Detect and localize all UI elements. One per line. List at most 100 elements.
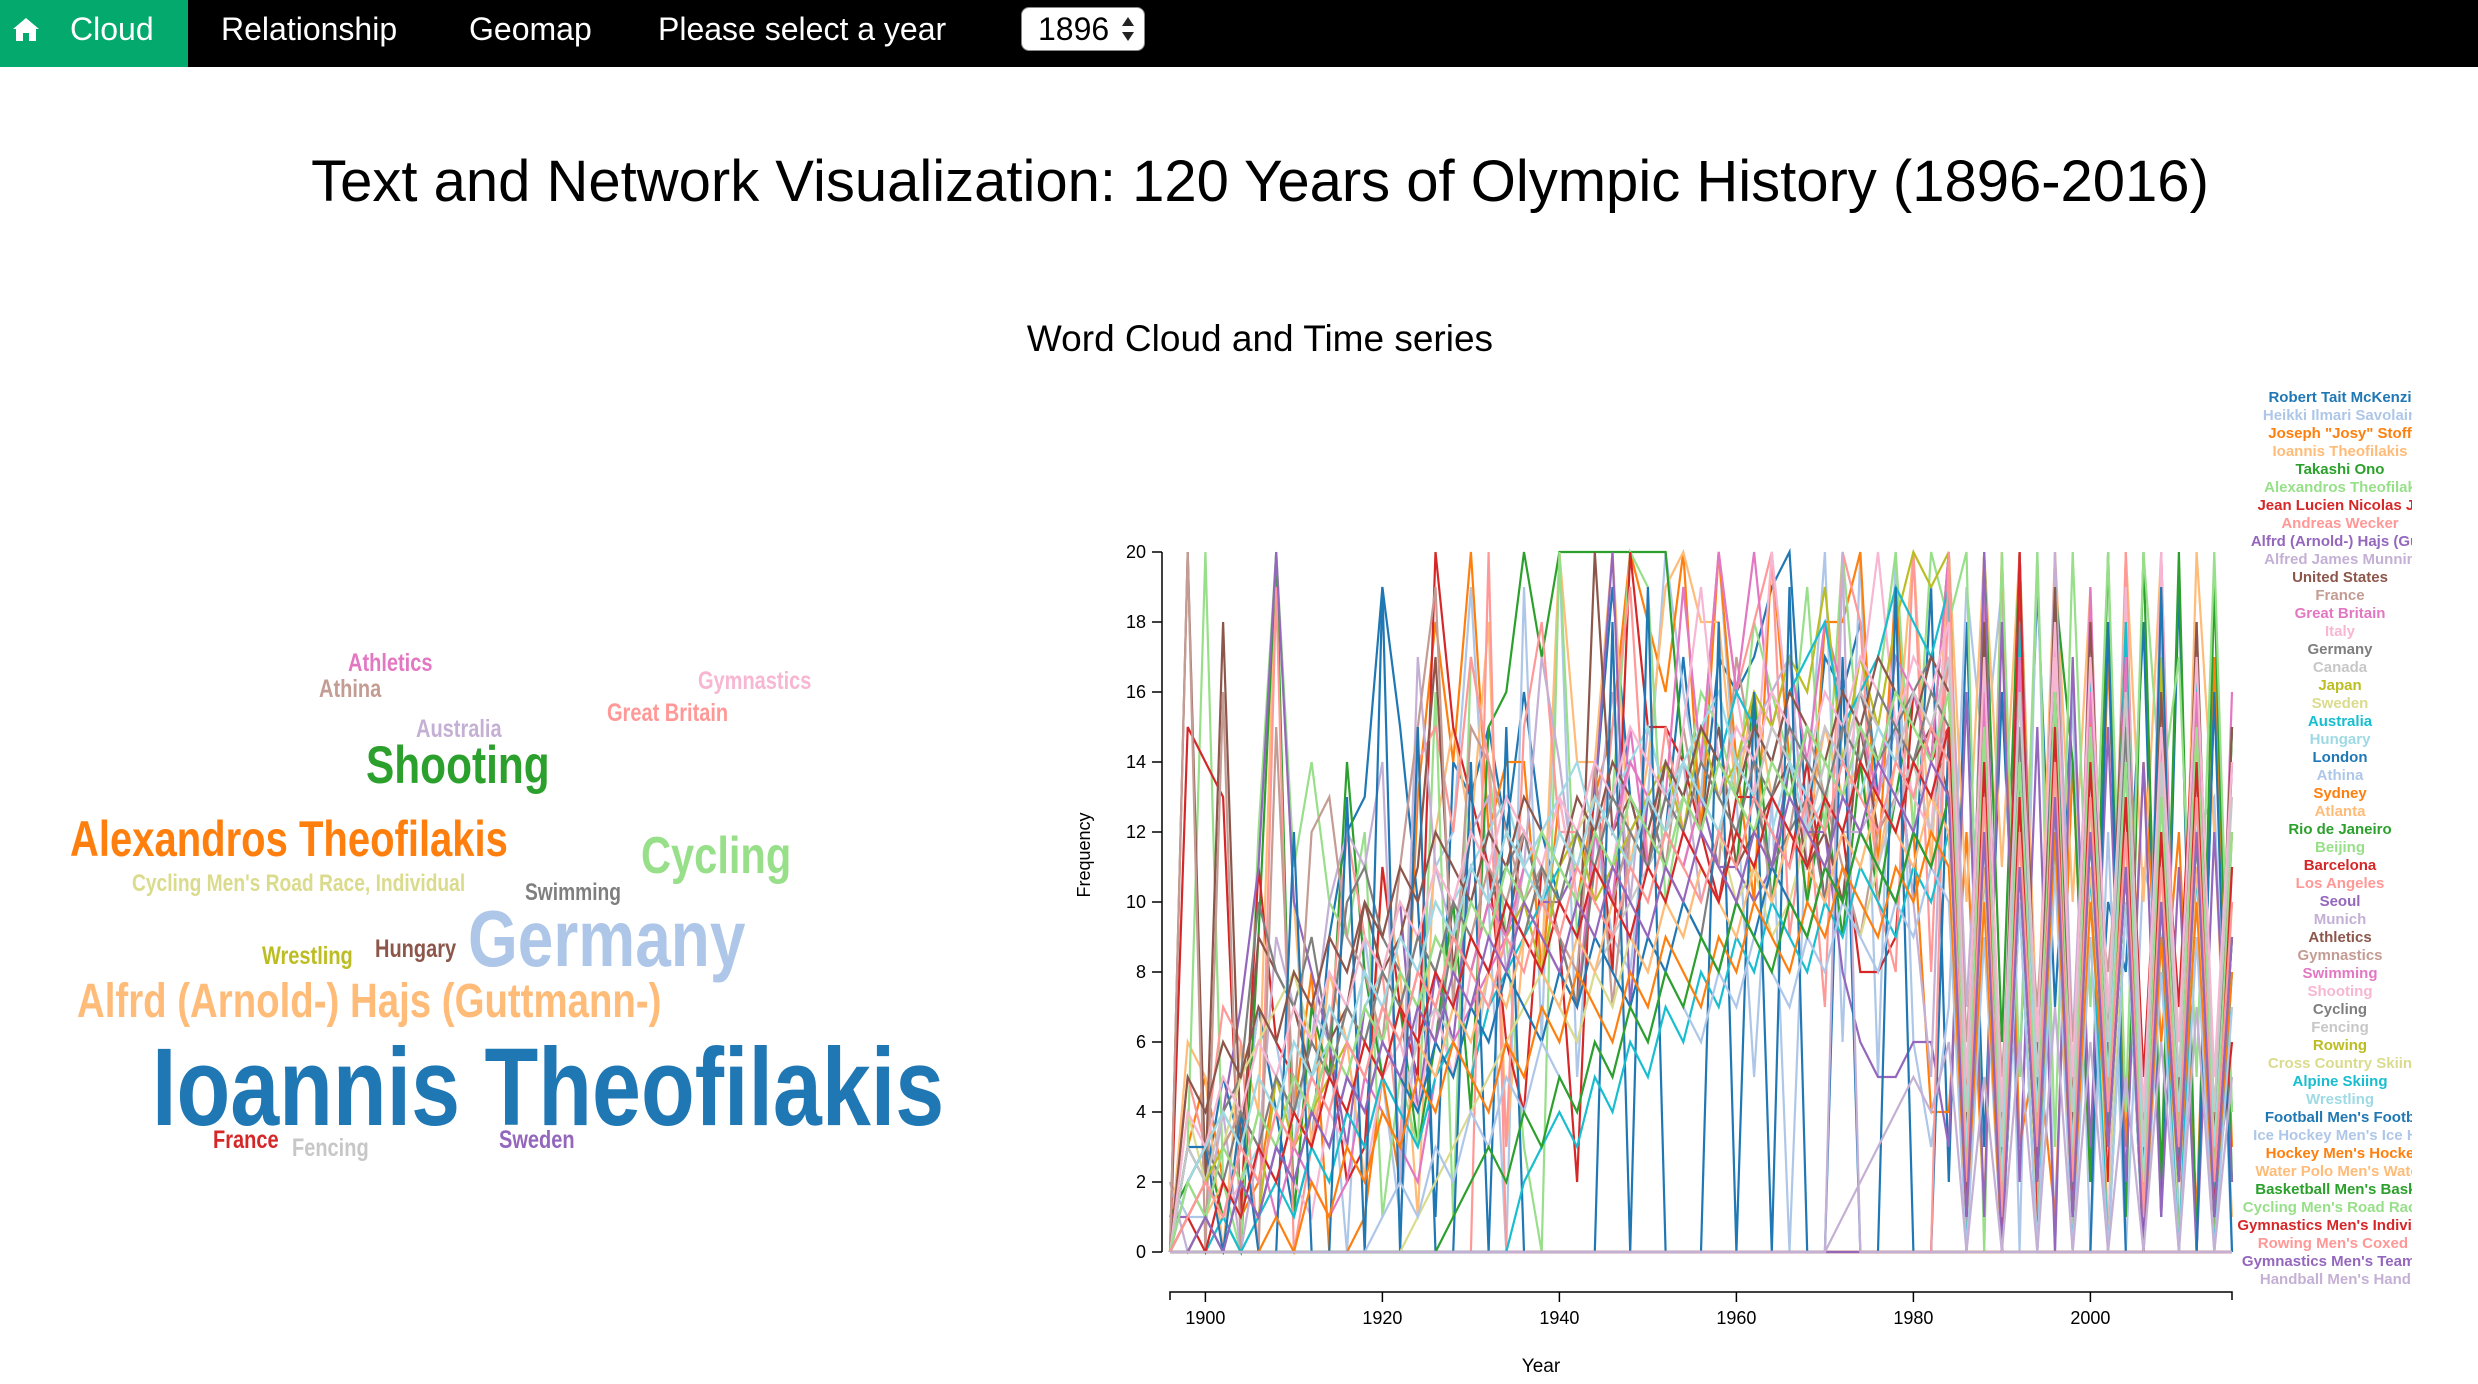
legend-item[interactable]: Japan	[2318, 677, 2361, 694]
nav-cloud[interactable]: Cloud	[0, 0, 188, 67]
cloud-word[interactable]: Swimming	[525, 879, 622, 906]
x-tick-label: 1960	[1716, 1308, 1756, 1328]
legend-item[interactable]: Seoul	[2320, 893, 2361, 910]
legend-item[interactable]: Basketball Men's Baske	[2255, 1181, 2424, 1198]
legend-item[interactable]: London	[2313, 749, 2368, 766]
cloud-word[interactable]: Athina	[319, 675, 382, 703]
legend-item[interactable]: Los Angeles	[2296, 875, 2385, 892]
legend-item[interactable]: Andreas Wecker	[2281, 515, 2398, 532]
cloud-word[interactable]: Sweden	[499, 1126, 575, 1154]
legend-item[interactable]: Italy	[2325, 623, 2356, 640]
cloud-word[interactable]: Alexandros Theofilakis	[70, 811, 508, 867]
legend-item[interactable]: Sweden	[2312, 695, 2369, 712]
series-line[interactable]	[1170, 1006, 2234, 1254]
cloud-word[interactable]: Great Britain	[607, 699, 729, 727]
y-tick-label: 2	[1136, 1172, 1146, 1192]
legend-item[interactable]: Handball Men's Handb	[2260, 1271, 2420, 1288]
x-tick-label: 1980	[1893, 1308, 1933, 1328]
cloud-word[interactable]: Australia	[416, 715, 502, 743]
legend-item[interactable]: Rio de Janeiro	[2288, 821, 2391, 838]
cloud-word[interactable]: Athletics	[348, 649, 433, 677]
cloud-word[interactable]: Germany	[468, 894, 746, 983]
top-nav-bar: Cloud Relationship Geomap Please select …	[0, 0, 2478, 67]
legend-item[interactable]: Jean Lucien Nicolas Ja	[2257, 497, 2423, 514]
series-line[interactable]	[1169, 726, 2234, 1256]
cloud-word[interactable]: Cycling Men's Road Race, Individual	[132, 870, 466, 897]
cloud-word[interactable]: Hungary	[375, 935, 457, 963]
legend-item[interactable]: Robert Tait McKenzi	[2268, 389, 2411, 406]
cloud-word[interactable]: Ioannis Theofilakis	[152, 1026, 945, 1149]
legend-item[interactable]: Heikki Ilmari Savolain	[2263, 407, 2417, 424]
nav-relationship[interactable]: Relationship	[221, 11, 398, 47]
select-arrows-icon	[1122, 17, 1134, 41]
cloud-word[interactable]: Fencing	[292, 1134, 369, 1162]
legend-item[interactable]: Ioannis Theofilakis	[2272, 443, 2407, 460]
home-icon	[13, 18, 39, 41]
legend-item[interactable]: Australia	[2308, 713, 2373, 730]
series-line[interactable]	[1168, 586, 2234, 1253]
legend-item[interactable]: United States	[2292, 569, 2388, 586]
y-tick-label: 0	[1136, 1242, 1146, 1262]
cloud-word[interactable]: Alfrd (Arnold-) Hajs (Guttmann-)	[77, 975, 662, 1028]
legend-item[interactable]: Canada	[2313, 659, 2368, 676]
y-tick-label: 16	[1126, 682, 1146, 702]
legend-item[interactable]: Barcelona	[2304, 857, 2377, 874]
legend-item[interactable]: Fencing	[2311, 1019, 2369, 1036]
legend-item[interactable]: Rowing	[2313, 1037, 2367, 1054]
legend-item[interactable]: Football Men's Footb	[2265, 1109, 2415, 1126]
legend-item[interactable]: Hungary	[2310, 731, 2372, 748]
legend-item[interactable]: Wrestling	[2306, 1091, 2374, 1108]
legend-item[interactable]: Alfrd (Arnold-) Hajs (Gutt	[2251, 533, 2429, 550]
section-subtitle: Word Cloud and Time series	[1026, 318, 1494, 359]
legend-item[interactable]: Takashi Ono	[2296, 461, 2385, 478]
year-select-value: 1896	[1038, 11, 1110, 47]
legend-item[interactable]: Alpine Skiing	[2292, 1073, 2387, 1090]
y-tick-label: 8	[1136, 962, 1146, 982]
legend-item[interactable]: Cycling Men's Road Race, I	[2243, 1199, 2437, 1216]
legend-item[interactable]: Sydney	[2313, 785, 2367, 802]
legend-item[interactable]: Great Britain	[2295, 605, 2386, 622]
cloud-word[interactable]: Cycling	[641, 827, 792, 885]
y-tick-label: 6	[1136, 1032, 1146, 1052]
legend-item[interactable]: Athletics	[2308, 929, 2371, 946]
legend-item[interactable]: Hockey Men's Hocke	[2266, 1145, 2415, 1162]
y-tick-label: 14	[1126, 752, 1146, 772]
legend-item[interactable]: Atlanta	[2315, 803, 2366, 820]
x-tick-label: 1920	[1362, 1308, 1402, 1328]
year-select[interactable]: 1896	[1021, 7, 1145, 51]
legend-item[interactable]: Cycling	[2313, 1001, 2367, 1018]
x-tick-label: 1900	[1185, 1308, 1225, 1328]
year-select-label: Please select a year	[658, 11, 947, 47]
legend-item[interactable]: Gymnastics Men's Individual	[2237, 1217, 2442, 1234]
series-line[interactable]	[1170, 828, 2234, 1256]
legend-item[interactable]: Cross Country Skiin	[2268, 1055, 2412, 1072]
legend-item[interactable]: Alexandros Theofilak	[2264, 479, 2416, 496]
series-line[interactable]	[1170, 758, 2234, 1256]
legend-clip	[2412, 380, 2478, 1300]
y-tick-label: 10	[1126, 892, 1146, 912]
cloud-word[interactable]: Gymnastics	[698, 667, 812, 695]
x-tick-label: 1940	[1539, 1308, 1579, 1328]
cloud-word[interactable]: Wrestling	[262, 942, 353, 970]
legend-item[interactable]: Germany	[2307, 641, 2373, 658]
legend-item[interactable]: Joseph "Josy" Stoff	[2268, 425, 2412, 442]
legend-item[interactable]: Munich	[2314, 911, 2367, 928]
legend-item[interactable]: Water Polo Men's Water	[2255, 1163, 2424, 1180]
legend-item[interactable]: Ice Hockey Men's Ice Ho	[2253, 1127, 2427, 1144]
nav-geomap[interactable]: Geomap	[469, 11, 592, 47]
legend-item[interactable]: Shooting	[2308, 983, 2373, 1000]
legend-item[interactable]: Beijing	[2315, 839, 2365, 856]
legend-item[interactable]: Rowing Men's Coxed E	[2258, 1235, 2422, 1252]
word-cloud: Athletics Athina Gymnastics Great Britai…	[0, 600, 1000, 1200]
cloud-word[interactable]: France	[213, 1126, 279, 1154]
legend-item[interactable]: Alfred James Munnin	[2264, 551, 2416, 568]
x-axis	[1169, 1291, 2233, 1300]
legend-item[interactable]: France	[2315, 587, 2364, 604]
series-line[interactable]	[1169, 723, 2234, 1253]
cloud-word[interactable]: Shooting	[366, 736, 550, 795]
legend-item[interactable]: Gymnastics Men's Team All	[2242, 1253, 2438, 1270]
y-axis-label: Frequency	[1074, 812, 1094, 897]
legend-item[interactable]: Gymnastics	[2297, 947, 2382, 964]
legend-item[interactable]: Athina	[2317, 767, 2364, 784]
legend-item[interactable]: Swimming	[2302, 965, 2377, 982]
